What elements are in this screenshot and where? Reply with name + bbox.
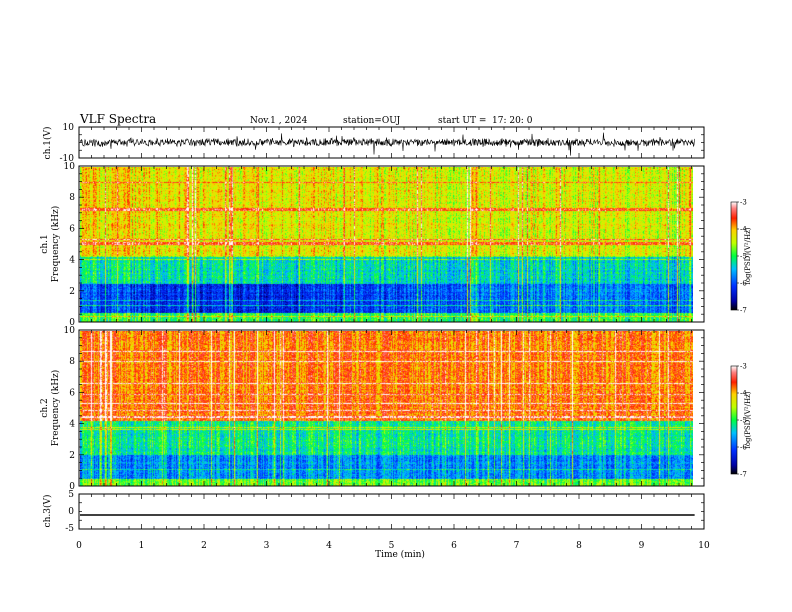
figure-title: VLF Spectra <box>79 112 156 126</box>
x-axis-ticklabels: 0 1 2 3 4 5 6 7 8 9 10 <box>76 541 710 551</box>
colorbar-tick-label: -5 <box>740 417 747 425</box>
header-start-label: start UT = <box>438 116 486 126</box>
ch1-spectrogram-ylabel-line2: Frequency (kHz) <box>50 206 61 283</box>
ch3-ytick-top: 5 <box>68 490 74 500</box>
ch1-spectrogram-ylabel-line1: ch.1 <box>40 234 50 253</box>
ch1-colorbar-ticklabels: -3 -4 -5 -6 -7 <box>737 199 747 315</box>
x-axis-label: Time (min) <box>375 549 425 560</box>
ch2-colorbar-ticklabels: -3 -4 -5 -6 -7 <box>737 363 747 479</box>
ch2-spectrogram-ticks <box>78 329 705 487</box>
x-tick-label: 8 <box>576 541 582 551</box>
y-tick-label: 2 <box>69 451 75 461</box>
ch1-waveform-ylabel: ch.1(V) <box>42 127 53 160</box>
ch1-colorbar-label: log(PSD)(V²/Hz) <box>744 227 752 284</box>
ch1-waveform-ticks <box>78 126 705 159</box>
header-date: Nov.1 , 2024 <box>250 116 308 126</box>
colorbar-tick-label: -3 <box>740 363 747 371</box>
ch2-spectrogram-ylabel-line1: ch.2 <box>40 398 50 417</box>
x-tick-label: 6 <box>451 541 457 551</box>
y-tick-label: 0 <box>69 318 75 328</box>
colorbar-tick-label: -5 <box>740 253 747 261</box>
x-tick-label: 2 <box>201 541 207 551</box>
y-tick-label: 8 <box>69 193 75 203</box>
colorbar-tick-label: -3 <box>740 199 747 207</box>
y-tick-label: 6 <box>69 388 75 398</box>
ch1-colorbar <box>730 201 738 311</box>
x-tick-label: 0 <box>76 541 82 551</box>
y-tick-label: 4 <box>69 256 75 266</box>
y-tick-label: 6 <box>69 224 75 234</box>
ch1-spectrogram-ticks <box>78 165 705 323</box>
x-tick-label: 7 <box>514 541 520 551</box>
colorbar-tick-label: -4 <box>740 226 747 234</box>
ch1-spectrogram-image <box>80 167 693 322</box>
ch3-ytick-mid: 0 <box>68 507 74 517</box>
ch1-waveform-panel: 10 -10 ch.1(V) <box>42 123 705 164</box>
ch3-waveform-ticks <box>78 493 705 530</box>
x-tick-label: 4 <box>326 541 332 551</box>
y-tick-label: 8 <box>69 357 75 367</box>
ch1-waveform-trace <box>79 132 695 156</box>
header-start-time: 17: 20: 0 <box>492 116 533 126</box>
y-tick-label: 10 <box>64 162 76 172</box>
ch2-spectrogram-image <box>80 331 693 486</box>
x-tick-label: 9 <box>639 541 645 551</box>
x-tick-label: 5 <box>389 541 395 551</box>
x-tick-label: 3 <box>264 541 270 551</box>
colorbar-tick-label: -6 <box>740 444 747 452</box>
ch1-ytick-top: 10 <box>63 123 75 133</box>
ch3-ytick-bottom: -5 <box>65 524 74 534</box>
header-station: station=OUJ <box>343 116 401 126</box>
ch3-waveform-ylabel: ch.3(V) <box>42 495 53 528</box>
colorbar-tick-label: -7 <box>740 471 747 479</box>
ch2-spectrogram-ylabel-line2: Frequency (kHz) <box>50 370 61 447</box>
ch2-colorbar <box>730 365 738 475</box>
colorbar-tick-label: -6 <box>740 280 747 288</box>
ch1-ytick-bottom: -10 <box>60 154 75 164</box>
y-tick-label: 2 <box>69 287 75 297</box>
ch1-spectrogram-yticklabels: 0 2 4 6 8 10 <box>64 162 76 328</box>
y-tick-label: 4 <box>69 420 75 430</box>
x-tick-label: 1 <box>139 541 145 551</box>
ch3-waveform-panel: 5 0 -5 ch.3(V) <box>42 490 705 534</box>
x-tick-label: 10 <box>698 541 710 551</box>
ch2-colorbar-label: log(PSD)(V²/Hz) <box>744 391 752 448</box>
ch3-waveform-frame <box>78 493 705 530</box>
ch2-spectrogram-yticklabels: 0 2 4 6 8 10 <box>64 326 76 492</box>
y-tick-label: 0 <box>69 482 75 492</box>
colorbar-tick-label: -7 <box>740 307 747 315</box>
y-tick-label: 10 <box>64 326 76 336</box>
colorbar-tick-label: -4 <box>740 390 747 398</box>
